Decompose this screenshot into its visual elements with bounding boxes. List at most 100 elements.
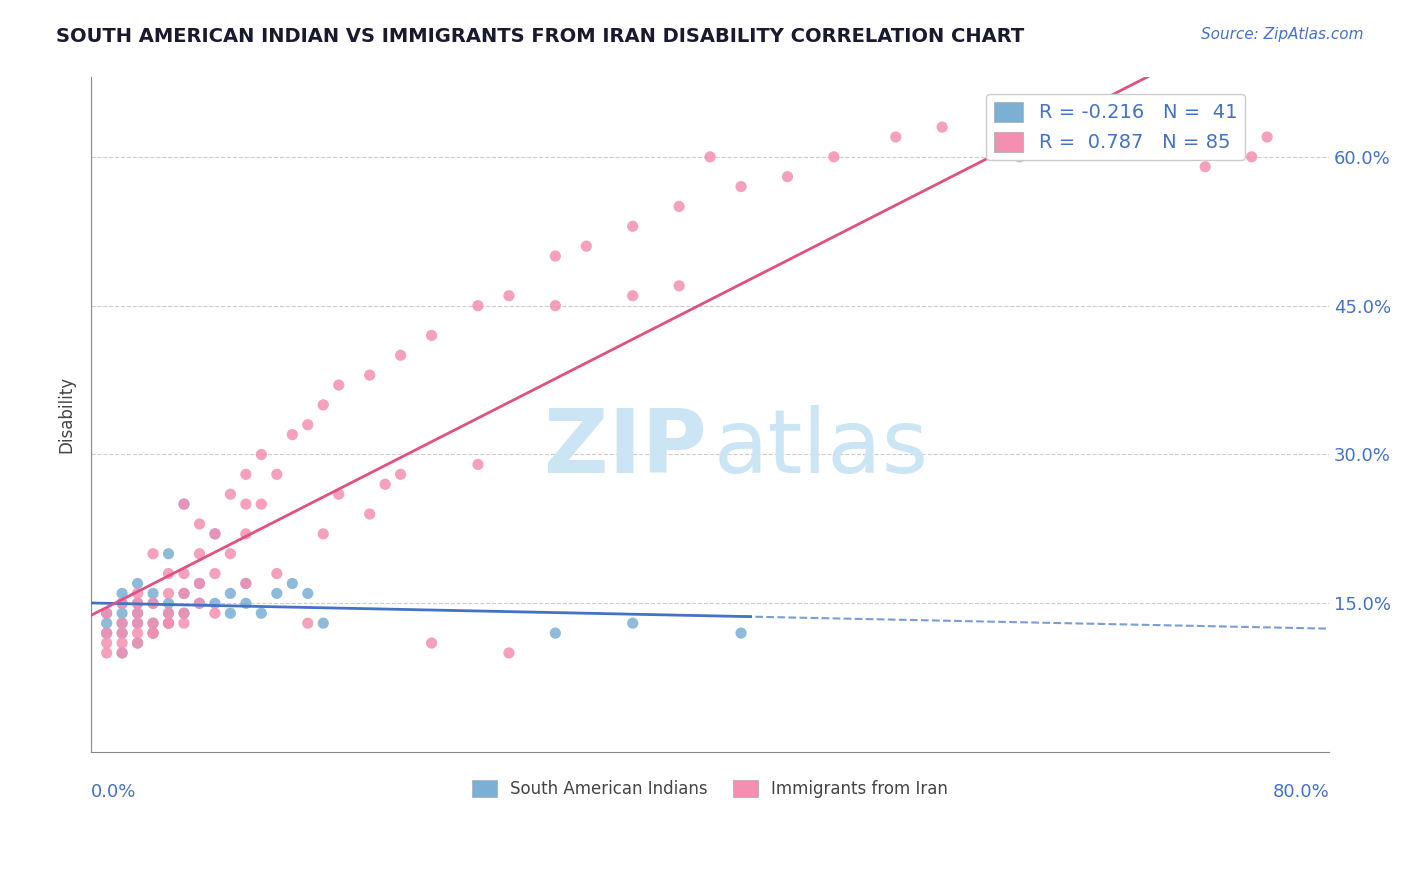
- Point: [281, 427, 304, 442]
- Point: [467, 299, 489, 313]
- Point: [142, 547, 165, 561]
- Point: [96, 606, 118, 620]
- Point: [359, 368, 381, 383]
- Point: [188, 576, 211, 591]
- Point: [776, 169, 799, 184]
- Point: [1008, 150, 1031, 164]
- Point: [173, 566, 195, 581]
- Point: [730, 179, 752, 194]
- Point: [157, 616, 180, 631]
- Point: [188, 547, 211, 561]
- Point: [730, 626, 752, 640]
- Point: [235, 527, 257, 541]
- Text: ZIP: ZIP: [544, 405, 706, 492]
- Point: [266, 566, 288, 581]
- Point: [157, 547, 180, 561]
- Point: [142, 626, 165, 640]
- Point: [544, 249, 567, 263]
- Point: [235, 596, 257, 610]
- Point: [142, 616, 165, 631]
- Point: [157, 586, 180, 600]
- Point: [142, 616, 165, 631]
- Point: [173, 497, 195, 511]
- Point: [96, 626, 118, 640]
- Point: [127, 606, 149, 620]
- Point: [111, 616, 134, 631]
- Point: [621, 616, 644, 631]
- Legend: South American Indians, Immigrants from Iran: South American Indians, Immigrants from …: [465, 773, 955, 805]
- Point: [157, 566, 180, 581]
- Point: [127, 596, 149, 610]
- Point: [235, 576, 257, 591]
- Point: [111, 626, 134, 640]
- Point: [219, 547, 242, 561]
- Point: [111, 586, 134, 600]
- Point: [204, 527, 226, 541]
- Point: [498, 646, 520, 660]
- Point: [96, 626, 118, 640]
- Point: [111, 646, 134, 660]
- Point: [544, 626, 567, 640]
- Text: atlas: atlas: [714, 405, 929, 492]
- Point: [127, 606, 149, 620]
- Point: [250, 497, 273, 511]
- Point: [1194, 160, 1216, 174]
- Point: [281, 576, 304, 591]
- Text: 80.0%: 80.0%: [1272, 782, 1329, 800]
- Point: [173, 606, 195, 620]
- Point: [188, 516, 211, 531]
- Point: [96, 636, 118, 650]
- Point: [173, 586, 195, 600]
- Point: [1256, 130, 1278, 145]
- Point: [188, 576, 211, 591]
- Point: [111, 636, 134, 650]
- Point: [173, 606, 195, 620]
- Point: [111, 596, 134, 610]
- Point: [235, 467, 257, 482]
- Point: [188, 596, 211, 610]
- Point: [142, 596, 165, 610]
- Point: [668, 199, 690, 213]
- Point: [1225, 130, 1247, 145]
- Point: [297, 586, 319, 600]
- Point: [127, 616, 149, 631]
- Point: [111, 606, 134, 620]
- Point: [142, 586, 165, 600]
- Point: [823, 150, 845, 164]
- Point: [173, 497, 195, 511]
- Point: [621, 289, 644, 303]
- Point: [699, 150, 721, 164]
- Point: [467, 458, 489, 472]
- Point: [111, 626, 134, 640]
- Point: [931, 120, 953, 134]
- Point: [359, 507, 381, 521]
- Point: [219, 487, 242, 501]
- Point: [374, 477, 396, 491]
- Point: [157, 616, 180, 631]
- Point: [204, 566, 226, 581]
- Point: [1085, 120, 1108, 134]
- Point: [188, 596, 211, 610]
- Point: [297, 417, 319, 432]
- Point: [157, 596, 180, 610]
- Text: 0.0%: 0.0%: [91, 782, 136, 800]
- Y-axis label: Disability: Disability: [58, 376, 75, 453]
- Point: [142, 596, 165, 610]
- Point: [111, 646, 134, 660]
- Point: [235, 576, 257, 591]
- Point: [219, 586, 242, 600]
- Point: [204, 606, 226, 620]
- Point: [96, 606, 118, 620]
- Point: [142, 626, 165, 640]
- Point: [96, 646, 118, 660]
- Point: [420, 636, 443, 650]
- Point: [111, 616, 134, 631]
- Text: Source: ZipAtlas.com: Source: ZipAtlas.com: [1201, 27, 1364, 42]
- Point: [884, 130, 907, 145]
- Text: SOUTH AMERICAN INDIAN VS IMMIGRANTS FROM IRAN DISABILITY CORRELATION CHART: SOUTH AMERICAN INDIAN VS IMMIGRANTS FROM…: [56, 27, 1025, 45]
- Point: [389, 467, 412, 482]
- Point: [420, 328, 443, 343]
- Point: [1240, 150, 1263, 164]
- Point: [389, 348, 412, 362]
- Point: [250, 448, 273, 462]
